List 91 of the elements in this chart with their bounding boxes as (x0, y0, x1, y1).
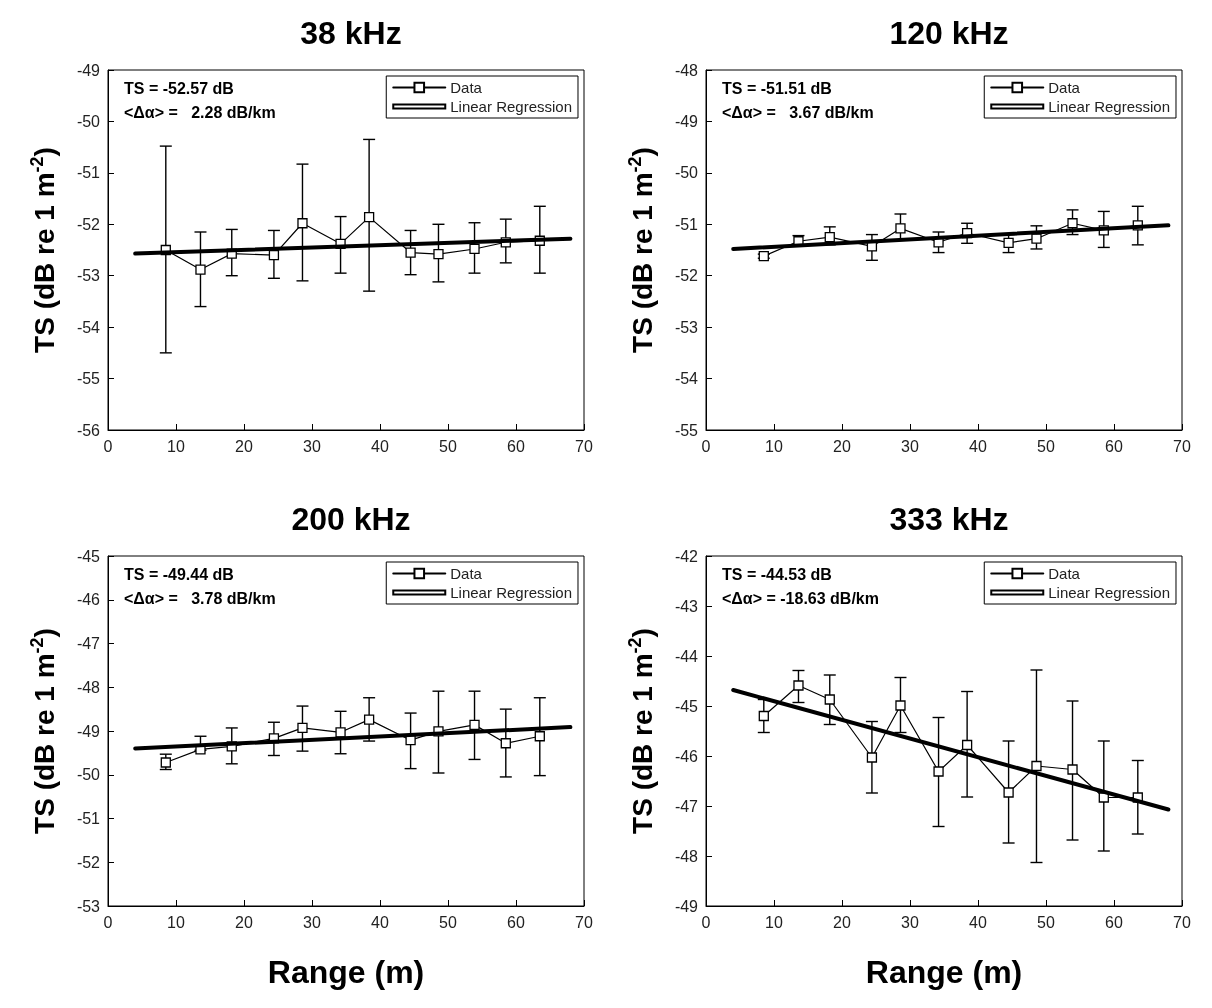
y-tick-label: -45 (76, 547, 101, 565)
x-tick-label: 30 (901, 913, 919, 931)
y-tick-label: -44 (674, 647, 699, 665)
y-tick-label: -47 (76, 635, 101, 652)
x-tick-label: 70 (575, 437, 593, 455)
y-tick-label: -52 (674, 267, 699, 285)
x-axis-title: Range (m) (865, 954, 1023, 990)
x-tick-label: 30 (901, 437, 919, 455)
annotation: <Δα> = -18.63 dB/km (722, 589, 879, 607)
y-tick-label: -55 (674, 421, 699, 439)
x-tick-label: 50 (439, 437, 457, 455)
x-tick-label: 10 (765, 913, 783, 931)
y-tick-label: -50 (76, 112, 101, 130)
x-tick-label: 30 (303, 437, 321, 455)
y-tick-label: -53 (76, 897, 101, 915)
annotation: TS = -52.57 dB (124, 79, 234, 97)
x-tick-label: 40 (371, 913, 389, 931)
x-tick-label: 20 (235, 437, 253, 455)
x-tick-label: 60 (507, 437, 525, 455)
x-tick-label: 0 (103, 913, 113, 931)
y-tick-label: -49 (76, 722, 101, 740)
y-tick-label: -43 (674, 597, 699, 615)
x-tick-label: 60 (1105, 437, 1123, 455)
y-tick-label: -51 (674, 215, 699, 233)
annotation: TS = -44.53 dB (722, 565, 832, 583)
y-tick-label: -51 (76, 164, 101, 182)
y-tick-label: -50 (674, 164, 699, 182)
x-tick-label: 20 (833, 437, 851, 455)
legend-label: Linear Regression (450, 98, 573, 115)
x-tick-label: 70 (575, 913, 593, 931)
chart-title: 38 kHz (300, 15, 402, 51)
legend-label: Linear Regression (1048, 584, 1171, 601)
x-tick-label: 20 (235, 913, 253, 931)
y-tick-label: -53 (674, 318, 699, 336)
legend-label: Data (1048, 565, 1081, 582)
y-axis-title: TS (dB re 1 m-2) (27, 147, 60, 353)
y-tick-label: -54 (76, 318, 101, 336)
x-tick-label: 70 (1173, 913, 1191, 931)
y-tick-label: -54 (674, 370, 699, 388)
x-tick-label: 50 (1037, 437, 1055, 455)
y-tick-label: -47 (674, 797, 699, 815)
y-tick-label: -56 (76, 421, 101, 439)
x-tick-label: 40 (969, 913, 987, 931)
legend-label: Data (450, 565, 483, 582)
y-axis-title: TS (dB re 1 m-2) (625, 628, 658, 834)
x-tick-label: 60 (1105, 913, 1123, 931)
x-tick-label: 50 (1037, 913, 1055, 931)
x-tick-label: 30 (303, 913, 321, 931)
y-tick-label: -53 (76, 267, 101, 285)
y-tick-label: -49 (674, 897, 699, 915)
y-tick-label: -52 (76, 853, 101, 871)
legend-label: Data (450, 79, 483, 96)
legend-label: Linear Regression (450, 584, 573, 601)
x-tick-label: 70 (1173, 437, 1191, 455)
annotation: <Δα> = 2.28 dB/km (124, 103, 276, 121)
y-tick-label: -42 (674, 547, 699, 565)
x-tick-label: 0 (701, 913, 711, 931)
x-tick-label: 40 (371, 437, 389, 455)
x-tick-label: 50 (439, 913, 457, 931)
y-axis-title: TS (dB re 1 m-2) (27, 628, 60, 834)
annotation: <Δα> = 3.78 dB/km (124, 589, 276, 607)
y-tick-label: -45 (674, 697, 699, 715)
x-tick-label: 40 (969, 437, 987, 455)
y-tick-label: -46 (76, 591, 101, 609)
x-axis-title: Range (m) (267, 954, 425, 990)
y-tick-label: -49 (674, 112, 699, 130)
y-axis-title: TS (dB re 1 m-2) (625, 147, 658, 353)
y-tick-label: -50 (76, 766, 101, 784)
legend-label: Data (1048, 79, 1081, 96)
y-tick-label: -49 (76, 61, 101, 79)
x-tick-label: 60 (507, 913, 525, 931)
annotation: TS = -49.44 dB (124, 565, 234, 583)
y-tick-label: -48 (674, 847, 699, 865)
legend-label: Linear Regression (1048, 98, 1171, 115)
chart-title: 120 kHz (889, 15, 1009, 51)
x-tick-label: 0 (701, 437, 711, 455)
y-tick-label: -55 (76, 370, 101, 388)
y-tick-label: -52 (76, 215, 101, 233)
x-tick-label: 0 (103, 437, 113, 455)
x-tick-label: 10 (765, 437, 783, 455)
annotation: <Δα> = 3.67 dB/km (722, 103, 874, 121)
chart-title: 333 kHz (889, 501, 1009, 537)
y-tick-label: -51 (76, 810, 101, 827)
x-tick-label: 10 (167, 913, 185, 931)
annotation: TS = -51.51 dB (722, 79, 832, 97)
y-tick-label: -48 (674, 61, 699, 79)
x-tick-label: 10 (167, 437, 185, 455)
y-tick-label: -46 (674, 747, 699, 765)
chart-title: 200 kHz (291, 501, 411, 537)
y-tick-label: -48 (76, 678, 101, 696)
x-tick-label: 20 (833, 913, 851, 931)
